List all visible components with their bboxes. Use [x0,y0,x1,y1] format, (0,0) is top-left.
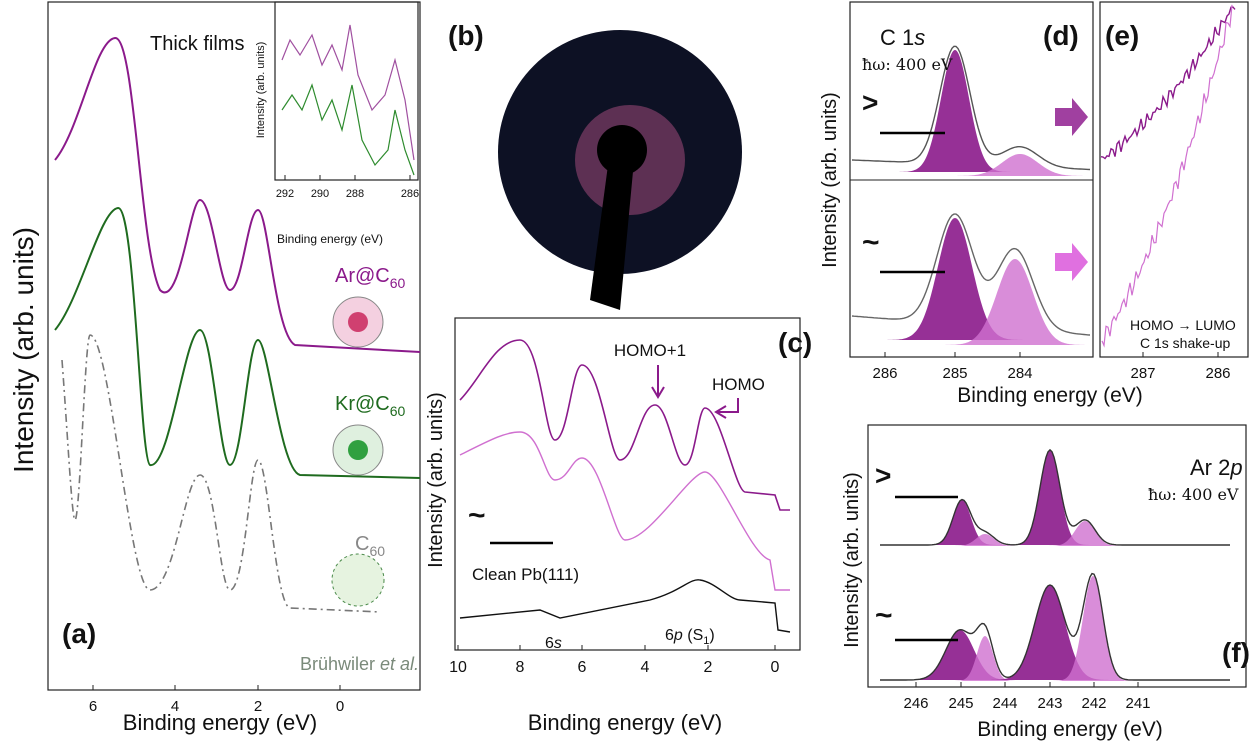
x-label: Binding energy (eV) [528,710,722,735]
marker: > [875,460,891,491]
panel-label: (a) [62,618,96,649]
e-trace-bottom [1102,5,1232,346]
photon: ħω: 400 eV [1148,485,1239,504]
c60-trace [62,335,380,612]
annotation: HOMO+1 [614,341,686,360]
t: p [1229,455,1242,480]
arrow [1055,243,1088,281]
sample-sub: 60 [390,403,406,419]
marker: > [862,87,878,118]
t: (S [683,627,703,644]
inset-frame [275,2,418,180]
arrow [652,365,664,397]
photon: ħω: 400 eV [862,55,953,74]
panel-label: (d) [1043,20,1079,51]
x-tick-label: 287 [1130,365,1155,382]
note: C 1s shake-up [1140,335,1230,351]
x-tick-label: 6 [89,698,97,715]
sample-label: Kr@C60 [335,393,406,419]
t: p [673,627,683,644]
c-trace-top [460,340,790,510]
x-tick-label: 244 [992,695,1017,712]
y-label: Intensity (arb. units) [841,472,863,648]
x-tick-label: 243 [1037,695,1062,712]
t: Ar 2 [1190,455,1230,480]
t: ) [709,627,714,644]
annotation: HOMO [712,375,765,394]
ar-atom [348,312,368,332]
inset-kr [282,85,414,175]
x-tick-label: 286 [401,188,419,200]
marker: ~ [862,226,880,259]
x-tick-label: 242 [1081,695,1106,712]
x-tick-label: 8 [516,659,525,676]
sample-label: Ar@C60 [335,265,406,291]
x-tick-label: 288 [346,188,364,200]
annotation: 6s [545,635,562,652]
x-label: Binding energy (eV) [123,710,317,735]
tilde: ~ [468,499,486,532]
x-tick-label: 4 [171,698,179,715]
x-tick-label: 245 [948,695,973,712]
x-tick-label: 10 [449,659,467,676]
panel-label: (c) [778,327,812,358]
note: HOMO → LUMO [1130,317,1236,333]
sample-name: Ar@C [335,265,390,287]
x-tick-label: 6 [578,659,587,676]
inset-x-label: Binding energy (eV) [277,232,383,246]
x-label: Binding energy (eV) [977,718,1163,741]
panel-label: (e) [1105,20,1139,51]
x-tick-label: 286 [872,365,897,382]
x-tick-label: 0 [771,659,780,676]
x-tick-label: 0 [336,698,344,715]
t: C 1 [880,25,914,50]
ref-author: Brühwiler [300,654,380,674]
y-label: Intensity (arb. units) [425,392,447,568]
x-tick-label: 241 [1125,695,1150,712]
x-tick-label: 246 [903,695,928,712]
y-label: Intensity (arb. units) [819,92,841,268]
arrow [1055,98,1088,136]
inset-ar [282,25,414,160]
x-tick-label: 4 [641,659,650,676]
c-trace-clean [460,580,790,632]
marker: ~ [875,599,893,632]
t: 6 [665,627,674,644]
annotation: Clean Pb(111) [472,565,579,584]
annotation: 6p (S1) [665,627,715,647]
leed-gun [597,125,647,175]
t: 6 [545,635,554,652]
t: s [554,635,562,652]
sample-sub: 60 [390,275,406,291]
core-level: Ar 2p [1190,455,1243,480]
ref-etal: et al. [380,654,419,674]
inset-y-label: Intensity (arb. units) [255,42,267,139]
x-tick-label: 292 [276,188,294,200]
sample-name: Kr@C [335,393,390,415]
panel-label: (b) [448,20,484,51]
x-tick-label: 2 [254,698,262,715]
title: Thick films [150,33,244,55]
kr-atom [348,440,368,460]
y-label: Intensity (arb. units) [8,227,39,473]
x-tick-label: 2 [704,659,713,676]
sample-sub: 60 [369,543,385,559]
x-tick-label: 290 [311,188,329,200]
x-label: Binding energy (eV) [957,384,1143,407]
x-tick-label: 286 [1205,365,1230,382]
c60-molecule [332,554,384,606]
t: s [914,25,925,50]
x-tick-label: 284 [1007,365,1032,382]
arrow [716,398,738,418]
x-tick-label: 285 [942,365,967,382]
figure: Thick films Binding energy (eV) Intensit… [0,0,1250,743]
reference: Brühwiler et al. [300,654,419,674]
panel-label: (f) [1222,637,1250,668]
core-level: C 1s [880,25,925,50]
sample-name: C [355,533,369,555]
